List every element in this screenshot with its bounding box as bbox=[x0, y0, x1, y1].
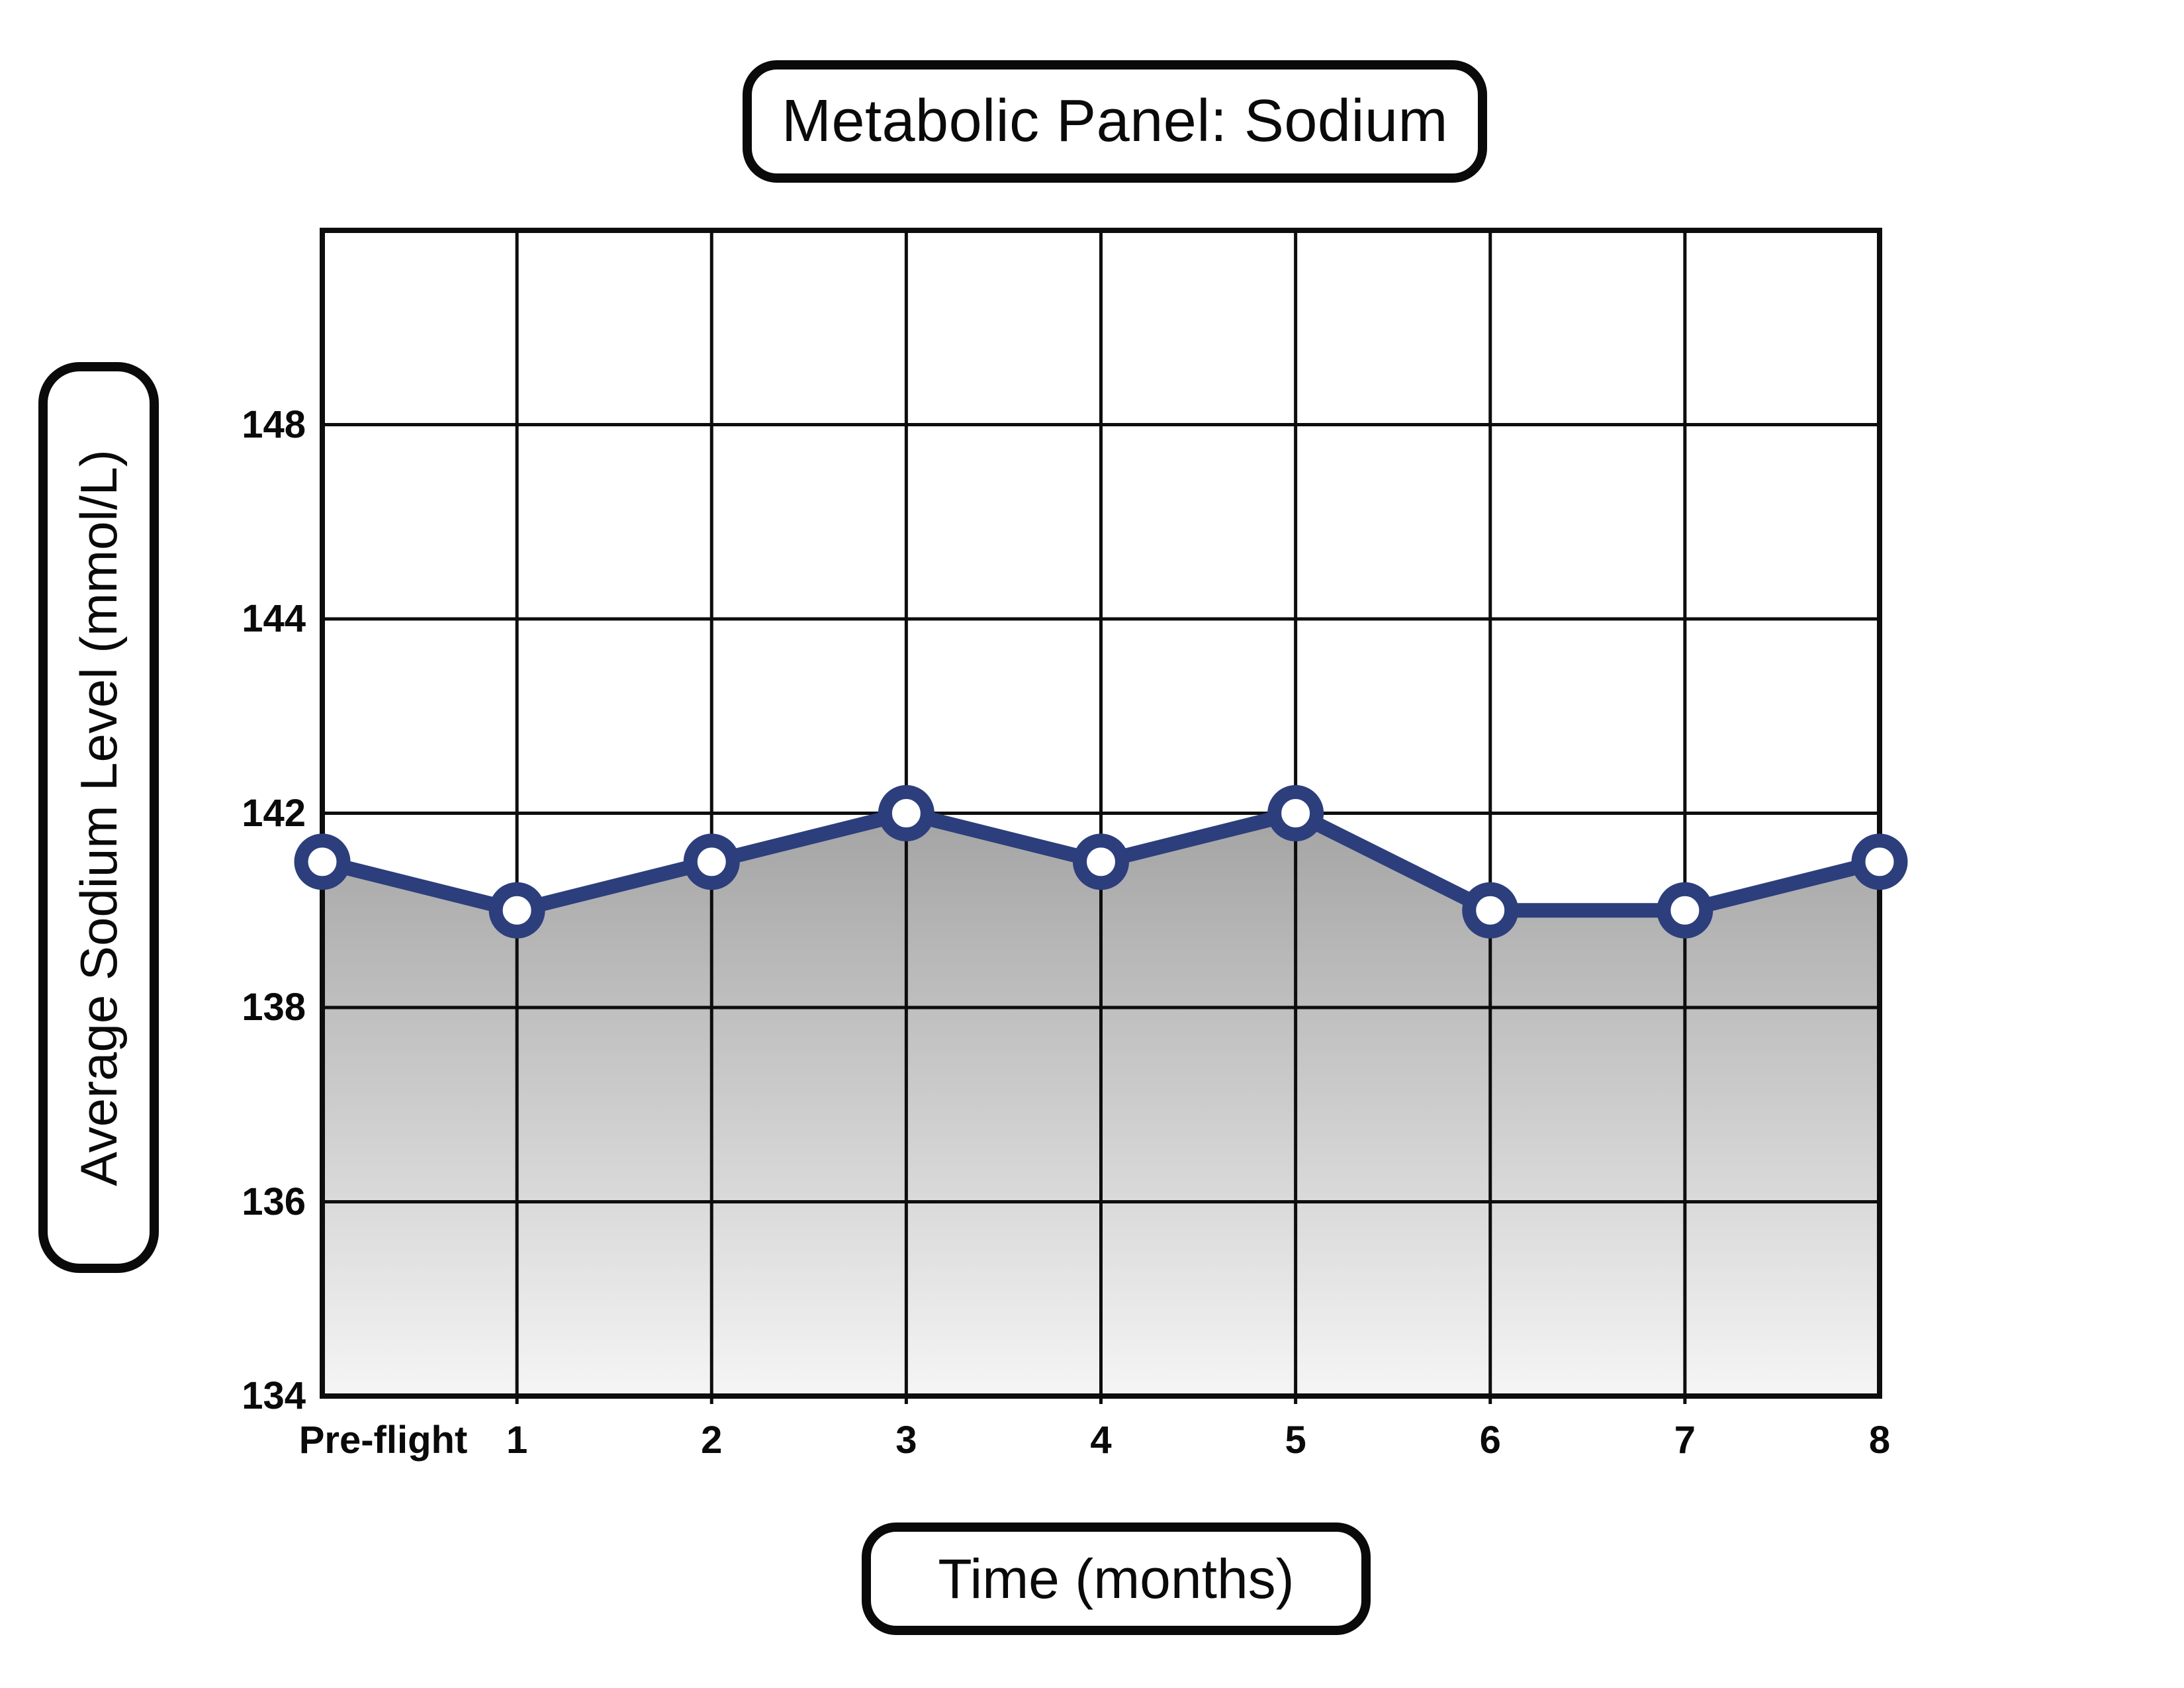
data-point-1 bbox=[488, 882, 545, 939]
y-tick-148: 148 bbox=[242, 402, 306, 446]
y-tick-144: 144 bbox=[242, 597, 306, 640]
x-axis-title: Time (months) bbox=[938, 1547, 1295, 1610]
y-tick-142: 142 bbox=[242, 791, 306, 835]
x-tick-pre-flight: Pre-flight bbox=[298, 1419, 468, 1462]
x-tick-4: 4 bbox=[1090, 1419, 1112, 1462]
y-axis-title: Average Sodium Level (mmol/L) bbox=[69, 449, 128, 1186]
data-point-pre-flight bbox=[294, 833, 351, 890]
y-axis-title-box: Average Sodium Level (mmol/L) bbox=[38, 362, 159, 1273]
x-tick-7: 7 bbox=[1674, 1419, 1696, 1462]
chart-title-box: Metabolic Panel: Sodium bbox=[743, 60, 1487, 183]
data-point-5 bbox=[1267, 785, 1324, 841]
x-tick-1: 1 bbox=[506, 1419, 528, 1462]
data-point-7 bbox=[1657, 882, 1713, 939]
data-point-4 bbox=[1073, 833, 1129, 890]
x-tick-2: 2 bbox=[701, 1419, 723, 1462]
y-tick-136: 136 bbox=[242, 1180, 306, 1223]
chart-title: Metabolic Panel: Sodium bbox=[781, 88, 1449, 154]
data-point-3 bbox=[878, 785, 934, 841]
x-tick-6: 6 bbox=[1479, 1419, 1501, 1462]
data-point-2 bbox=[683, 833, 740, 890]
x-tick-3: 3 bbox=[895, 1419, 917, 1462]
plot-border bbox=[320, 228, 1882, 1399]
x-tick-8: 8 bbox=[1868, 1419, 1891, 1462]
y-tick-138: 138 bbox=[242, 986, 306, 1029]
x-tick-5: 5 bbox=[1285, 1419, 1306, 1462]
x-axis-title-box: Time (months) bbox=[862, 1523, 1371, 1635]
y-tick-134: 134 bbox=[242, 1374, 306, 1417]
data-point-6 bbox=[1462, 882, 1519, 939]
data-point-8 bbox=[1851, 833, 1908, 890]
